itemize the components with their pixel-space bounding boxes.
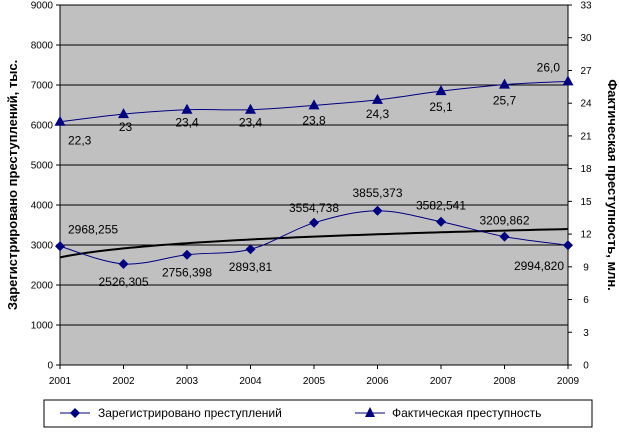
point-actual (118, 108, 129, 119)
point-actual (308, 99, 320, 110)
left-tick-label: 6000 (31, 121, 54, 132)
left-tick-label: 1000 (31, 321, 54, 332)
point-actual (372, 93, 383, 104)
trendline (59, 228, 569, 259)
point-registered (436, 216, 446, 227)
point-registered (563, 240, 573, 251)
y-axis-title: Зарегистрировано преступлений, тыс. (5, 60, 20, 310)
data-label-actual: 22,3 (68, 134, 92, 148)
x-tick-label: 2008 (493, 376, 516, 387)
x-tick-label: 2004 (239, 376, 262, 387)
right-tick-label: 6 (583, 295, 589, 306)
right-tick-label: 9 (583, 262, 589, 273)
right-tick-label: 21 (580, 131, 592, 142)
right-tick-label: 24 (580, 99, 592, 110)
right-tick-label: 30 (580, 33, 592, 44)
data-label-actual: 23,8 (302, 113, 326, 127)
data-label-actual: 26,0 (537, 60, 561, 74)
data-label-registered: 3582,541 (416, 199, 466, 213)
series-layer (54, 75, 574, 269)
data-label-registered: 2994,820 (514, 259, 564, 273)
point-registered (118, 258, 129, 269)
legend-label-registered: Зарегистрировано преступлений (98, 406, 282, 420)
data-label-actual: 24,3 (366, 107, 390, 121)
left-tick-label: 0 (47, 361, 53, 372)
data-label-actual: 23,4 (239, 116, 263, 130)
right-tick-label: 33 (580, 1, 592, 12)
point-registered (182, 249, 192, 260)
data-label-registered: 3855,373 (352, 186, 402, 200)
left-tick-label: 8000 (31, 41, 54, 52)
left-tick-label: 2000 (31, 281, 54, 292)
legend-diamond-icon (70, 408, 80, 418)
left-tick-label: 3000 (31, 241, 54, 252)
left-tick-label: 5000 (31, 161, 54, 172)
data-label-actual: 23,4 (175, 116, 199, 130)
x-tick-label: 2003 (176, 376, 199, 387)
point-registered (372, 205, 383, 216)
right-axis-ticks: 0 3 6 9 12 15 18 21 24 27 30 33 (568, 1, 592, 372)
point-actual (54, 115, 66, 126)
point-actual (499, 78, 510, 89)
right-tick-label: 0 (583, 361, 589, 372)
legend: Зарегистрировано преступлений Фактическа… (43, 399, 593, 428)
data-label-registered: 3209,862 (479, 214, 529, 228)
data-label-registered: 2968,255 (68, 222, 118, 236)
right-tick-label: 18 (580, 164, 592, 175)
data-label-actual: 25,7 (493, 94, 517, 108)
y2-axis-title: Фактическая преступность, млн. (605, 79, 619, 291)
right-tick-label: 15 (580, 197, 592, 208)
left-tick-label: 9000 (31, 1, 54, 12)
left-tick-label: 4000 (31, 201, 54, 212)
x-tick-label: 2002 (112, 376, 135, 387)
data-label-registered: 2893,81 (229, 260, 273, 274)
point-actual (181, 103, 193, 114)
data-label-registered: 2756,398 (162, 266, 212, 280)
point-registered (309, 217, 319, 228)
point-registered (245, 244, 256, 255)
x-tick-label: 2001 (49, 376, 72, 387)
right-tick-label: 27 (580, 66, 592, 77)
data-label-actual: 23 (119, 120, 133, 134)
left-tick-label: 7000 (31, 81, 54, 92)
plot-area (59, 4, 569, 366)
x-tick-label: 2005 (303, 376, 326, 387)
x-tick-label: 2006 (366, 376, 389, 387)
legend-triangle-icon (365, 407, 375, 417)
point-actual (562, 75, 574, 86)
left-axis-ticks: 0 1000 2000 3000 4000 5000 6000 7000 8000 9000 (31, 1, 60, 372)
data-label-actual: 25,1 (429, 100, 453, 114)
legend-label-actual: Фактическая преступность (392, 406, 541, 420)
x-axis-ticks: 2001 2002 2003 2004 2005 2006 2007 2008 2009 (49, 365, 580, 387)
point-actual (245, 103, 256, 114)
point-registered (55, 241, 65, 252)
data-labels: 2968,255 2526,305 2756,398 2893,81 3554,738 3… (68, 60, 564, 289)
x-tick-label: 2007 (430, 376, 453, 387)
point-actual (435, 85, 447, 96)
data-label-registered: 2526,305 (98, 275, 148, 289)
point-registered (499, 231, 510, 242)
right-tick-label: 12 (580, 230, 592, 241)
legend-box (43, 399, 593, 428)
x-tick-label: 2009 (557, 376, 580, 387)
data-label-registered: 3554,738 (289, 201, 339, 215)
right-tick-label: 3 (583, 328, 589, 339)
